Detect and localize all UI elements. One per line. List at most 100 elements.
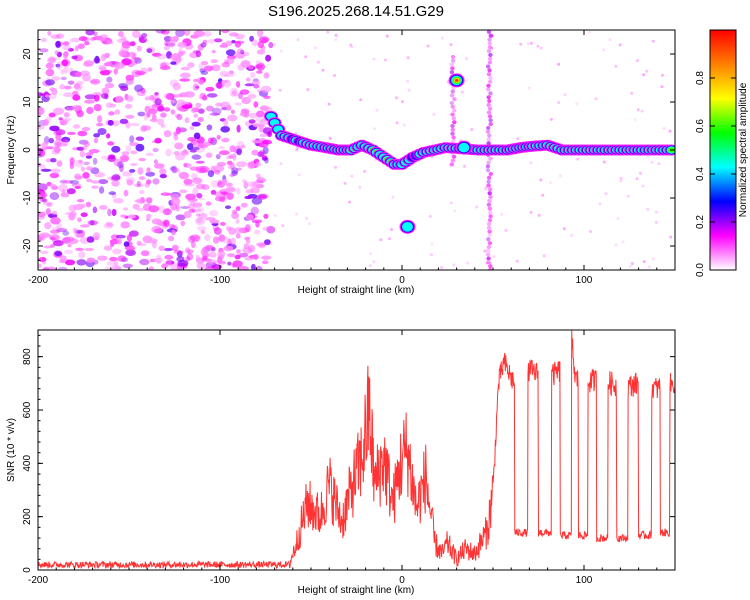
noise-speckle: [41, 141, 48, 149]
noise-speckle: [186, 252, 194, 261]
streak-speckle: [485, 64, 491, 69]
x-tick-label: 0: [399, 575, 405, 586]
noise-speckle: [73, 83, 81, 89]
noise-speckle: [244, 236, 251, 241]
noise-speckle: [181, 104, 193, 109]
noise-speckle: [452, 263, 456, 267]
noise-speckle: [273, 214, 277, 218]
noise-speckle: [221, 30, 230, 34]
noise-speckle: [526, 42, 530, 46]
noise-speckle: [549, 117, 553, 121]
noise-speckle: [38, 183, 48, 191]
noise-speckle: [91, 180, 100, 184]
noise-speckle: [154, 137, 162, 144]
noise-speckle: [83, 141, 90, 147]
noise-speckle: [232, 209, 238, 214]
noise-speckle: [504, 228, 508, 232]
noise-speckle: [635, 177, 639, 181]
noise-speckle: [460, 90, 464, 94]
noise-speckle: [383, 58, 387, 62]
noise-speckle: [63, 236, 75, 242]
noise-speckle: [278, 88, 282, 92]
noise-speckle: [170, 197, 181, 206]
noise-speckle: [184, 117, 190, 124]
noise-speckle: [120, 221, 130, 229]
noise-speckle: [440, 266, 444, 270]
streak-speckle: [450, 104, 455, 109]
noise-speckle: [619, 179, 623, 183]
noise-speckle: [334, 33, 338, 37]
noise-speckle: [93, 133, 100, 138]
noise-speckle: [52, 240, 64, 247]
noise-speckle: [124, 93, 129, 101]
noise-speckle: [67, 131, 76, 136]
noise-speckle: [70, 37, 81, 43]
noise-speckle: [175, 30, 185, 37]
noise-speckle: [256, 70, 263, 74]
noise-speckle: [372, 127, 376, 131]
noise-speckle: [209, 219, 220, 224]
noise-speckle: [215, 81, 225, 89]
colorbar-ticks: 0.0 0.2 0.4 0.6 0.8: [695, 71, 736, 277]
noise-speckle: [343, 181, 347, 185]
noise-speckle: [56, 222, 63, 230]
noise-speckle: [304, 55, 308, 59]
noise-speckle: [50, 236, 56, 241]
noise-speckle: [134, 199, 144, 203]
streak-speckle: [488, 122, 493, 127]
noise-speckle: [183, 211, 192, 219]
noise-speckle: [122, 263, 133, 269]
noise-speckle: [103, 245, 113, 251]
signal-blob: [458, 142, 470, 153]
noise-speckle: [211, 107, 222, 116]
noise-speckle: [401, 100, 404, 104]
noise-speckle: [198, 212, 208, 219]
noise-speckle: [202, 39, 208, 45]
noise-speckle: [88, 149, 100, 154]
noise-speckle: [193, 30, 205, 38]
noise-speckle: [107, 141, 115, 146]
streak-speckle: [450, 54, 456, 59]
noise-speckle: [146, 197, 153, 204]
noise-speckle: [81, 145, 88, 151]
noise-speckle: [231, 170, 238, 177]
noise-speckle: [118, 50, 127, 57]
noise-speckle: [46, 202, 53, 208]
noise-speckle: [279, 49, 283, 53]
streak-speckle: [486, 260, 491, 265]
noise-speckle: [99, 205, 108, 210]
noise-speckle: [172, 35, 179, 43]
noise-speckle: [205, 201, 212, 206]
noise-speckle: [245, 189, 254, 194]
noise-speckle: [173, 250, 184, 254]
noise-speckle: [125, 114, 135, 119]
noise-speckle: [55, 40, 61, 48]
streak-speckle: [488, 195, 493, 199]
streak-speckle: [486, 237, 491, 242]
noise-speckle: [104, 82, 115, 89]
noise-speckle: [488, 261, 492, 265]
noise-speckle: [614, 243, 618, 247]
noise-speckle: [220, 221, 226, 226]
noise-speckle: [215, 154, 221, 160]
noise-speckle: [492, 255, 496, 258]
noise-speckle: [132, 203, 140, 210]
noise-speckle: [51, 210, 58, 215]
noise-speckle: [548, 181, 552, 185]
noise-speckle: [261, 255, 272, 260]
noise-speckle: [152, 147, 159, 153]
noise-speckle: [75, 230, 83, 234]
noise-speckle: [139, 258, 150, 266]
snr-ylabel: SNR (10 * v/v): [6, 418, 17, 482]
noise-speckle: [333, 74, 336, 77]
noise-speckle: [114, 109, 121, 115]
noise-speckle: [125, 74, 135, 81]
noise-speckle: [235, 218, 240, 224]
noise-speckle: [234, 227, 244, 234]
y-tick-label: 800: [22, 348, 33, 365]
noise-speckle: [402, 123, 406, 127]
noise-speckle: [570, 233, 574, 237]
noise-speckle: [236, 161, 248, 168]
noise-speckle: [654, 220, 658, 224]
noise-speckle: [38, 107, 45, 115]
